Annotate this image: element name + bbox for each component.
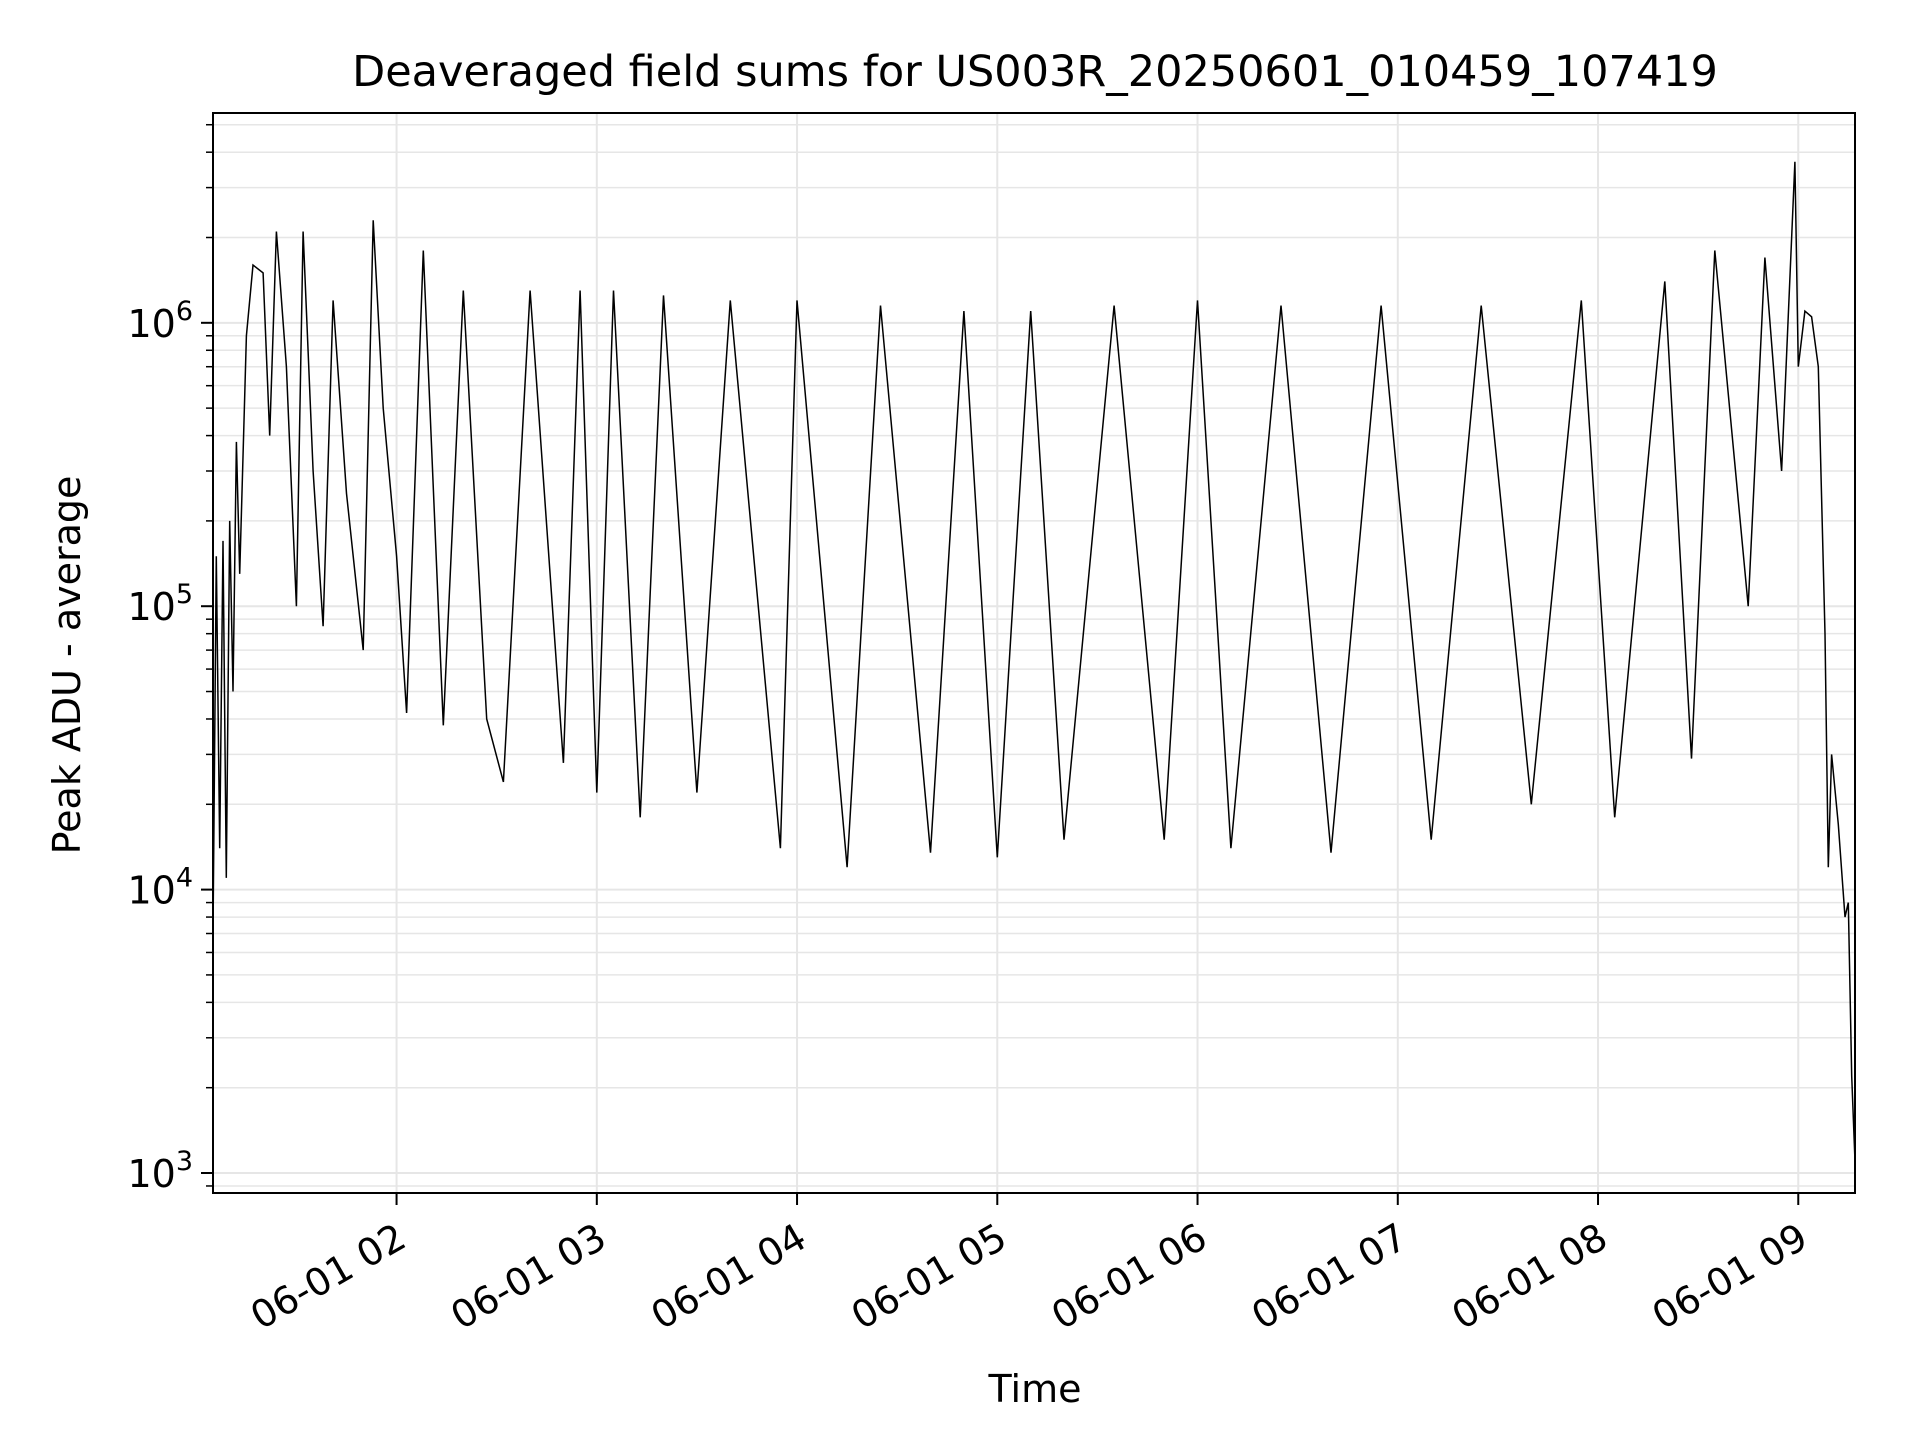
x-axis-label: Time: [988, 1367, 1082, 1411]
grid: [213, 113, 1855, 1193]
y-tick-label: 106: [127, 296, 193, 346]
y-tick-label: 105: [127, 579, 193, 629]
chart-title: Deaveraged field sums for US003R_2025060…: [352, 47, 1718, 97]
series-layer: [212, 161, 1856, 1162]
y-tick-label: 103: [127, 1146, 193, 1196]
y-axis: 103 104 105 106: [127, 123, 213, 1196]
plot-frame: [212, 112, 1856, 1194]
series-line: [212, 161, 1856, 1162]
y-axis-label: Peak ADU - average: [45, 476, 89, 855]
y-tick-label: 104: [127, 863, 193, 913]
